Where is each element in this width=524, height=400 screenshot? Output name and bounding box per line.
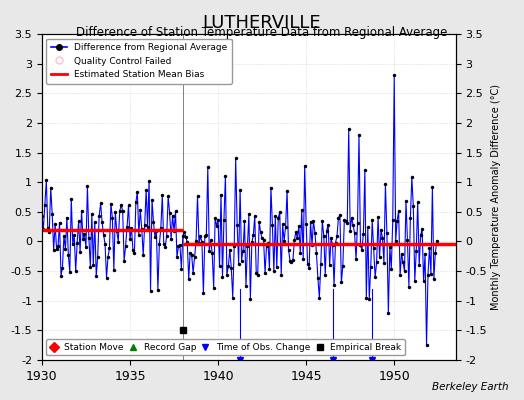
Y-axis label: Monthly Temperature Anomaly Difference (°C): Monthly Temperature Anomaly Difference (… bbox=[492, 84, 501, 310]
Text: Berkeley Earth: Berkeley Earth bbox=[432, 382, 508, 392]
Text: LUTHERVILLE: LUTHERVILLE bbox=[203, 14, 321, 32]
Legend: Station Move, Record Gap, Time of Obs. Change, Empirical Break: Station Move, Record Gap, Time of Obs. C… bbox=[47, 339, 405, 356]
Text: Difference of Station Temperature Data from Regional Average: Difference of Station Temperature Data f… bbox=[77, 26, 447, 39]
